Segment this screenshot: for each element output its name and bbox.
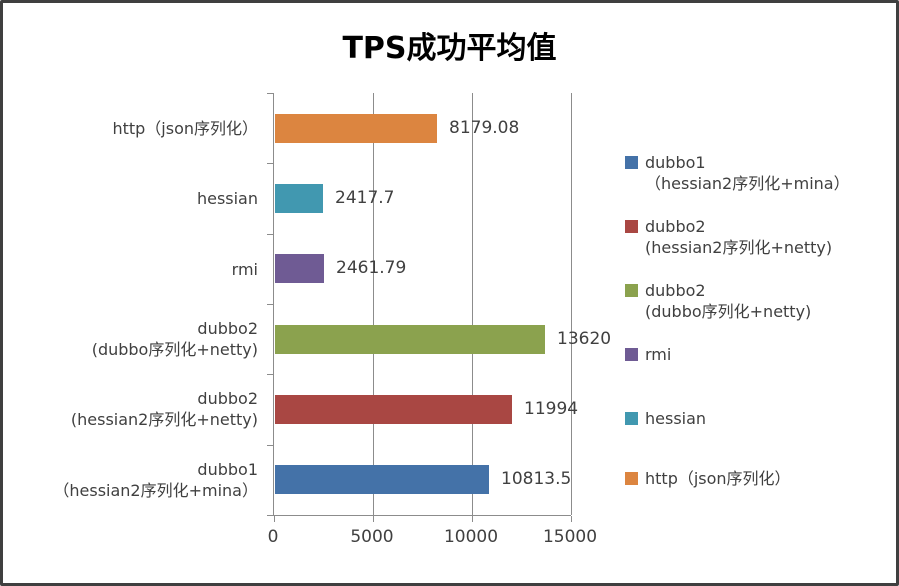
y-axis-tick bbox=[267, 93, 273, 94]
legend-swatch bbox=[625, 348, 638, 361]
bar-dubbo1-hessian2-mina bbox=[275, 465, 489, 494]
x-tick-label: 5000 bbox=[350, 527, 394, 547]
legend-swatch bbox=[625, 220, 638, 233]
legend-swatch bbox=[625, 284, 638, 297]
value-label: 13620 bbox=[557, 329, 612, 349]
legend-item-dubbo2-hessian2-netty: dubbo2 (hessian2序列化+netty) bbox=[625, 216, 832, 258]
category-label: http（json序列化） bbox=[112, 118, 258, 138]
legend-label: dubbo2 (dubbo序列化+netty) bbox=[645, 281, 812, 321]
legend-item-rmi: rmi bbox=[625, 344, 671, 365]
y-axis-tick bbox=[267, 515, 273, 516]
legend-item-http-json: http（json序列化） bbox=[625, 468, 791, 489]
y-axis-tick bbox=[267, 374, 273, 375]
gridline bbox=[571, 93, 572, 515]
x-axis-tick bbox=[571, 516, 572, 522]
bar-hessian bbox=[275, 184, 323, 213]
value-label: 2417.7 bbox=[335, 188, 395, 208]
category-label: dubbo1 （hessian2序列化+mina） bbox=[53, 460, 258, 500]
gridline bbox=[472, 93, 473, 515]
gridline bbox=[373, 93, 374, 515]
legend-swatch bbox=[625, 156, 638, 169]
legend-item-hessian: hessian bbox=[625, 408, 706, 429]
legend-swatch bbox=[625, 412, 638, 425]
value-label: 10813.5 bbox=[501, 469, 572, 489]
x-tick-label: 10000 bbox=[443, 527, 499, 547]
x-axis: 0 5000 10000 15000 bbox=[3, 527, 896, 553]
legend-label: dubbo2 (hessian2序列化+netty) bbox=[645, 217, 833, 257]
value-label: 2461.79 bbox=[336, 258, 407, 278]
x-axis-tick bbox=[472, 516, 473, 522]
bar-dubbo2-hessian2-netty bbox=[275, 395, 512, 424]
category-label: dubbo2 (dubbo序列化+netty) bbox=[91, 319, 258, 359]
bar-http-json bbox=[275, 114, 437, 143]
x-tick-label: 0 bbox=[267, 527, 279, 547]
legend-item-dubbo1-hessian2-mina: dubbo1 （hessian2序列化+mina） bbox=[625, 152, 850, 194]
plot-area: 8179.08 2417.7 2461.79 13620 11994 10813.5 bbox=[267, 93, 611, 522]
legend-item-dubbo2-dubbo-netty: dubbo2 (dubbo序列化+netty) bbox=[625, 280, 811, 322]
value-label: 8179.08 bbox=[449, 118, 520, 138]
y-axis-tick bbox=[267, 304, 273, 305]
category-axis: http（json序列化） hessian rmi dubbo2 (dubbo序列化+n… bbox=[13, 93, 258, 515]
bar-rmi bbox=[275, 254, 324, 283]
legend-swatch bbox=[625, 472, 638, 485]
bar-dubbo2-dubbo-netty bbox=[275, 325, 545, 354]
legend-label: dubbo1 （hessian2序列化+mina） bbox=[645, 153, 850, 193]
y-axis-tick bbox=[267, 234, 273, 235]
x-tick-label: 15000 bbox=[542, 527, 598, 547]
category-label: dubbo2 (hessian2序列化+netty) bbox=[70, 389, 258, 429]
legend-label: rmi bbox=[645, 345, 672, 364]
y-axis-tick bbox=[267, 445, 273, 446]
x-axis-tick bbox=[373, 516, 374, 522]
chart-title: TPS成功平均值 bbox=[342, 31, 557, 66]
category-label: hessian bbox=[196, 188, 258, 208]
legend-label: hessian bbox=[645, 409, 707, 428]
category-label: rmi bbox=[231, 259, 258, 279]
x-axis-tick bbox=[274, 516, 275, 522]
y-axis-tick bbox=[267, 163, 273, 164]
value-label: 11994 bbox=[524, 399, 579, 419]
legend-label: http（json序列化） bbox=[645, 469, 791, 488]
